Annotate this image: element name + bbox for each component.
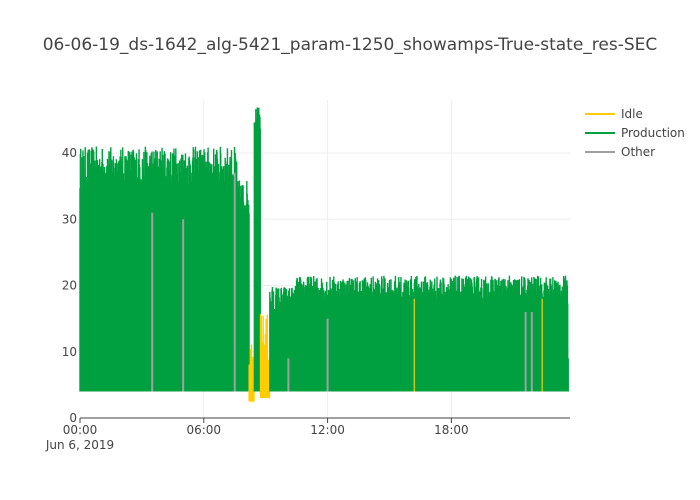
legend-label: Production: [621, 126, 685, 140]
legend-label: Idle: [621, 107, 643, 121]
legend-item-idle[interactable]: Idle: [585, 107, 643, 121]
y-tick-label: 0: [69, 411, 77, 425]
y-tick-label: 10: [62, 345, 77, 359]
y-tick-label: 30: [62, 212, 77, 226]
plot-area: [79, 107, 569, 403]
legend-item-other[interactable]: Other: [585, 145, 655, 159]
x-tick-label: 18:00: [434, 423, 469, 437]
y-tick-label: 40: [62, 146, 77, 160]
series-line-production: [295, 275, 569, 392]
x-tick-label: 06:00: [186, 423, 221, 437]
chart-title: 06-06-19_ds-1642_alg-5421_param-1250_sho…: [43, 35, 658, 55]
y-tick-label: 20: [62, 279, 77, 293]
legend-item-production[interactable]: Production: [585, 126, 685, 140]
legend-label: Other: [621, 145, 655, 159]
series-line-idle: [248, 344, 255, 403]
series-line-idle: [259, 314, 271, 399]
x-tick-sublabel: Jun 6, 2019: [45, 438, 114, 452]
x-tick-label: 00:00: [63, 423, 98, 437]
legend[interactable]: Idle Production Other: [585, 107, 685, 159]
series-line-production: [253, 107, 261, 392]
series-line-production: [79, 146, 238, 392]
x-tick-label: 12:00: [310, 423, 345, 437]
series-line-production: [269, 286, 298, 392]
series-line-production: [236, 180, 250, 392]
